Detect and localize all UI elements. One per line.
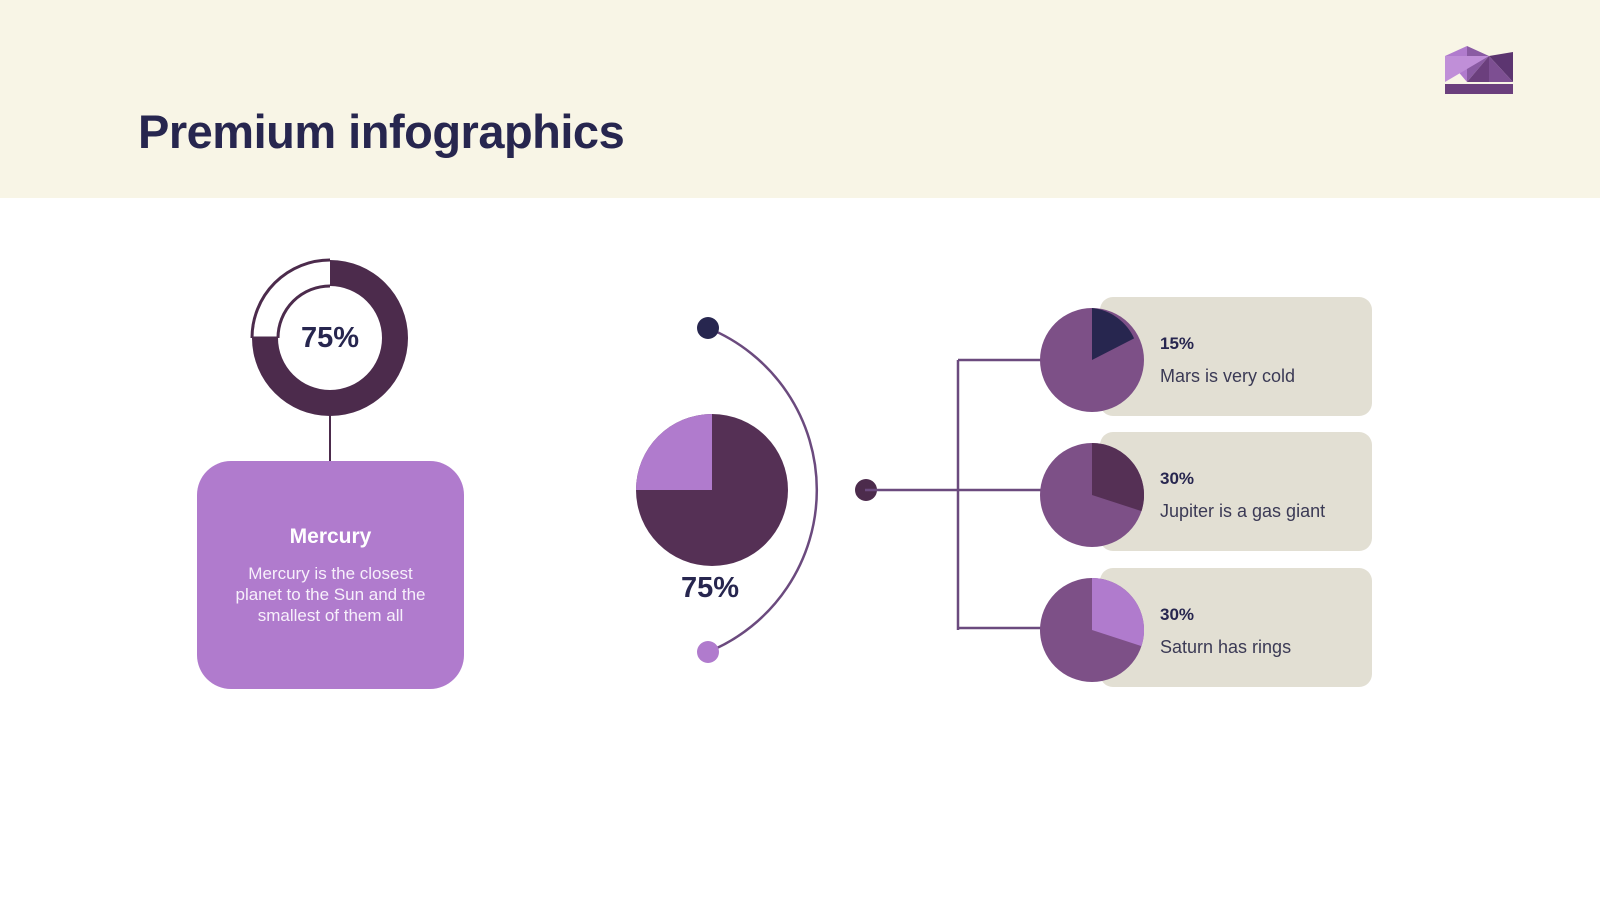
donut-value-label: 75%	[300, 321, 360, 354]
crown-icon	[1445, 46, 1513, 94]
header-band	[0, 0, 1600, 198]
info-card-description: Mercury is the closest planet to the Sun…	[235, 563, 426, 625]
legend-percent: 30%	[1160, 605, 1195, 624]
legend-description: Mars is very cold	[1160, 366, 1296, 386]
legend-row[interactable]	[1100, 297, 1372, 416]
page-title: Premium infographics	[138, 105, 625, 158]
legend-pie-chart	[1040, 578, 1144, 682]
legend-row[interactable]	[1100, 568, 1372, 687]
legend-text-block: 30% Saturn has rings	[1160, 605, 1390, 658]
legend-description: Jupiter is a gas giant	[1160, 501, 1326, 521]
donut-svg	[250, 258, 408, 416]
mercury-donut-chart: 75%	[246, 254, 414, 422]
legend-text-block: 15% Mars is very cold	[1160, 334, 1390, 387]
legend-text-block: 30% Jupiter is a gas giant	[1160, 469, 1390, 522]
legend-percent: 30%	[1160, 469, 1195, 488]
legend-percent: 15%	[1160, 334, 1195, 353]
legend-pie-chart	[1040, 308, 1144, 412]
legend-row[interactable]	[1100, 432, 1372, 551]
center-pie-module	[636, 317, 877, 663]
branch-connector	[865, 358, 1055, 630]
mercury-info-card[interactable]: Mercury Mercury is the closest planet to…	[197, 461, 464, 689]
orbit-dot-top	[697, 317, 719, 339]
info-card-title: Mercury	[289, 524, 372, 548]
legend-pie-chart	[1040, 443, 1144, 547]
legend-description: Saturn has rings	[1160, 637, 1292, 657]
orbit-dot-bottom	[697, 641, 719, 663]
center-pie-label: 75%	[680, 572, 740, 604]
donut-card-connector	[329, 408, 331, 468]
